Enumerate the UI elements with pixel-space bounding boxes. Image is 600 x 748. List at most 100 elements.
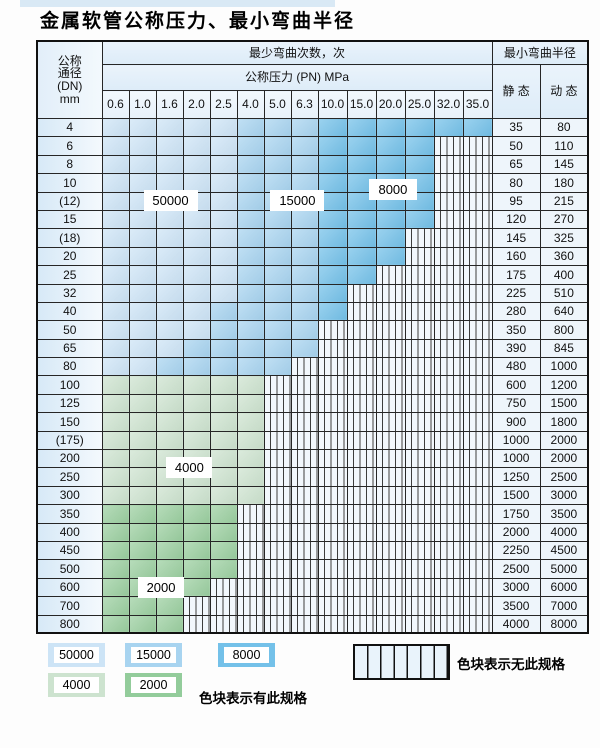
spec-cell <box>290 117 319 138</box>
dynamic-value: 2000 <box>539 449 589 469</box>
nospec-cell <box>404 246 435 267</box>
spec-cell <box>182 357 211 377</box>
static-value: 95 <box>491 191 541 211</box>
dn-cell: 700 <box>36 596 103 616</box>
nospec-cell <box>433 265 464 285</box>
dynamic-value: 2000 <box>539 430 589 451</box>
spec-cell <box>236 430 265 451</box>
nospec-cell <box>462 228 493 248</box>
nospec-cell <box>433 357 464 377</box>
spec-cell <box>209 209 238 230</box>
spec-cell <box>182 209 211 230</box>
nospec-cell <box>236 559 265 579</box>
table-row: 20 160 360 <box>36 246 589 267</box>
spec-cell <box>209 540 238 561</box>
spec-cell <box>209 173 238 193</box>
legend-block-value: 8000 <box>224 647 269 663</box>
spec-table-grid: 公称 通径 (DN) mm 最少弯曲次数，次 最小弯曲半径 公称压力 (PN) … <box>36 40 590 635</box>
spec-cell <box>101 375 130 395</box>
dn-cell: (12) <box>36 191 103 211</box>
spec-cell <box>155 154 184 175</box>
nospec-cell <box>209 596 238 616</box>
nospec-cell <box>263 504 292 524</box>
spec-cell <box>346 136 377 156</box>
spec-cell <box>236 412 265 432</box>
spec-cell <box>236 338 265 359</box>
cycle-count-label: 2000 <box>138 576 185 598</box>
nospec-cell <box>375 375 406 395</box>
nospec-cell <box>346 412 377 432</box>
nospec-cell <box>433 522 464 542</box>
spec-cell <box>155 320 184 340</box>
spec-cell <box>128 301 157 322</box>
dynamic-value: 3000 <box>539 485 589 506</box>
pressure-tick: 20.0 <box>375 90 406 119</box>
spec-cell <box>128 614 157 634</box>
nospec-cell <box>433 228 464 248</box>
nospec-cell <box>462 301 493 322</box>
dynamic-value: 1000 <box>539 357 589 377</box>
nospec-cell <box>209 614 238 634</box>
spec-cell <box>155 357 184 377</box>
spec-cell <box>182 117 211 138</box>
nospec-cell <box>462 246 493 267</box>
dynamic-value: 8000 <box>539 614 589 634</box>
spec-cell <box>128 246 157 267</box>
nospec-cell <box>375 338 406 359</box>
spec-cell <box>263 301 292 322</box>
nospec-cell <box>404 522 435 542</box>
nospec-cell <box>433 504 464 524</box>
nospec-cell <box>263 559 292 579</box>
nospec-cell <box>433 467 464 487</box>
spec-cell <box>128 338 157 359</box>
spec-cell <box>236 209 265 230</box>
spec-cell <box>101 412 130 432</box>
dn-cell: 65 <box>36 338 103 359</box>
spec-cell <box>209 522 238 542</box>
nospec-cell <box>375 449 406 469</box>
nospec-cell <box>317 430 348 451</box>
spec-cell <box>101 577 130 598</box>
static-value: 65 <box>491 154 541 175</box>
legend-block-value: 2000 <box>131 677 176 693</box>
spec-cell <box>128 430 157 451</box>
spec-cell <box>128 320 157 340</box>
nospec-cell <box>346 596 377 616</box>
dn-cell: 350 <box>36 504 103 524</box>
spec-cell <box>155 283 184 303</box>
spec-cell <box>101 504 130 524</box>
table-row: 200 1000 2000 <box>36 449 589 469</box>
table-row: 8 65 145 <box>36 154 589 175</box>
nospec-cell <box>263 540 292 561</box>
spec-cell <box>290 283 319 303</box>
cycle-count-label: 4000 <box>166 457 213 479</box>
spec-cell <box>263 136 292 156</box>
static-value: 600 <box>491 375 541 395</box>
spec-cell <box>155 117 184 138</box>
nospec-cell <box>462 265 493 285</box>
nospec-cell <box>290 375 319 395</box>
spec-cell <box>433 117 464 138</box>
nospec-cell <box>263 596 292 616</box>
corner-line-3: (DN) <box>57 79 83 93</box>
spec-cell <box>128 393 157 414</box>
spec-cell <box>317 154 348 175</box>
spec-cell <box>346 265 377 285</box>
pressure-tick: 5.0 <box>263 90 292 119</box>
dynamic-value: 400 <box>539 265 589 285</box>
static-value: 4000 <box>491 614 541 634</box>
spec-cell <box>101 191 130 211</box>
nospec-cell <box>236 504 265 524</box>
dn-cell: 150 <box>36 412 103 432</box>
nospec-cell <box>317 522 348 542</box>
dn-cell: 300 <box>36 485 103 506</box>
table-row: 100 600 1200 <box>36 375 589 395</box>
spec-cell <box>236 246 265 267</box>
nospec-cell <box>433 577 464 598</box>
static-value: 80 <box>491 173 541 193</box>
nospec-cell <box>433 154 464 175</box>
nospec-cell <box>317 338 348 359</box>
nospec-cell <box>346 283 377 303</box>
table-row: 600 3000 6000 <box>36 577 589 598</box>
